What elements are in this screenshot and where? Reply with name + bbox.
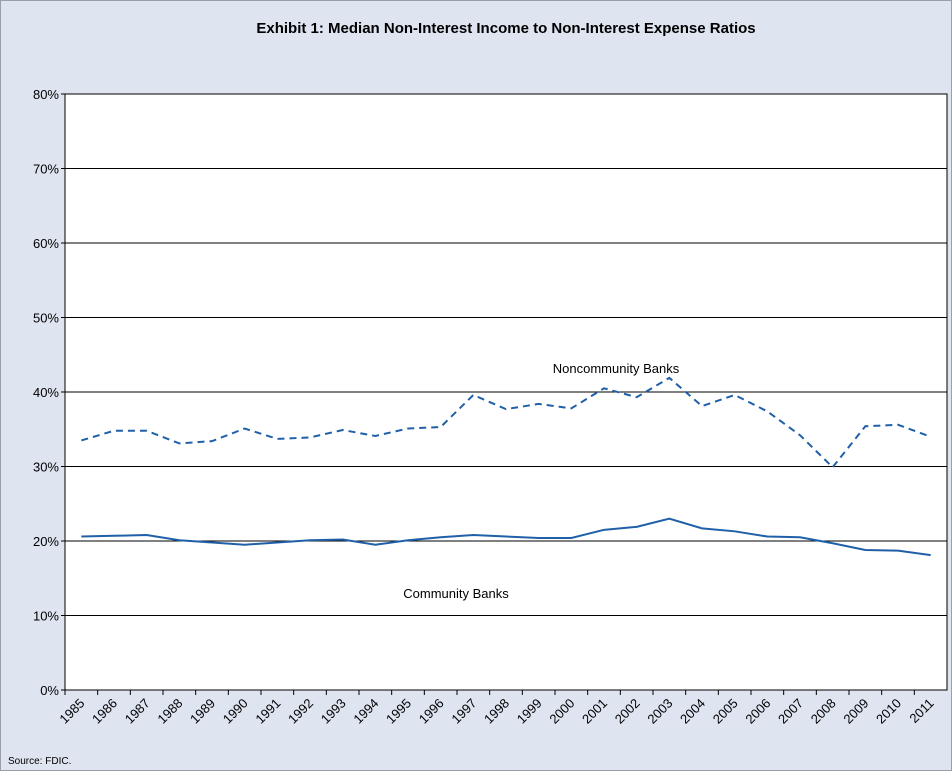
y-tick-label: 70% <box>33 162 59 177</box>
y-tick-label: 60% <box>33 236 59 251</box>
y-tick-label: 0% <box>40 683 59 698</box>
y-tick-label: 20% <box>33 534 59 549</box>
chart-title: Exhibit 1: Median Non-Interest Income to… <box>256 20 755 37</box>
y-tick-label: 50% <box>33 311 59 326</box>
source-note: Source: FDIC. <box>8 756 71 767</box>
y-tick-label: 30% <box>33 460 59 475</box>
y-tick-label: 40% <box>33 385 59 400</box>
series-label: Community Banks <box>403 586 509 601</box>
series-line <box>81 517 931 557</box>
series-label: Noncommunity Banks <box>553 361 680 376</box>
y-tick-label: 10% <box>33 609 59 624</box>
y-tick-label: 80% <box>33 87 59 102</box>
series-line <box>81 376 932 469</box>
